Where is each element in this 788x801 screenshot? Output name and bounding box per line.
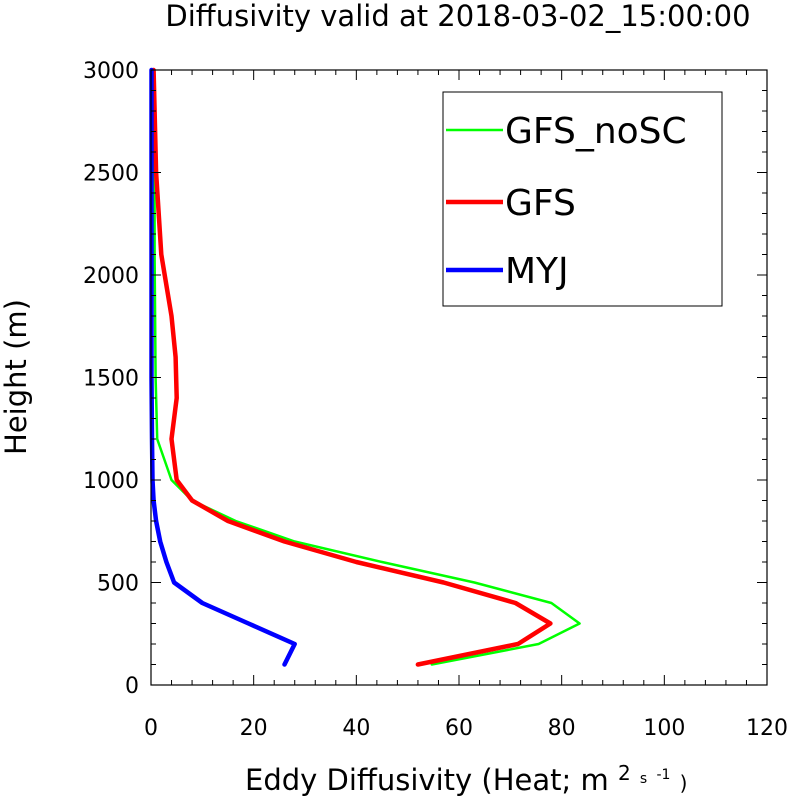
legend-label: MYJ [505, 251, 569, 292]
tick-label-layer: 0 20 40 60 80 100 120 0 500 1000 1500 2000 2500 3000 [83, 59, 788, 741]
series-line-myj [149, 67, 297, 667]
x-tick-label: 60 [445, 716, 473, 741]
y-tick-label: 3000 [83, 59, 139, 84]
y-tick-label: 1500 [83, 367, 139, 392]
legend-label: GFS_noSC [505, 111, 687, 152]
y-tick-label: 0 [125, 674, 139, 699]
x-tick-label: 0 [144, 716, 158, 741]
x-axis-label-sup2: -1 [656, 767, 670, 783]
y-tick-label: 1000 [83, 469, 139, 494]
legend: GFS_noSC GFS MYJ [442, 91, 723, 307]
tick-layer [150, 69, 768, 686]
x-tick-label: 20 [240, 716, 268, 741]
series-line-gfs [151, 67, 553, 667]
x-tick-label: 100 [643, 716, 685, 741]
legend-items: GFS_noSC GFS MYJ [446, 111, 687, 292]
y-tick-label: 500 [97, 572, 139, 597]
y-tick-label: 2500 [83, 162, 139, 187]
x-axis-label-s: s [640, 771, 647, 787]
x-axis-label-sup: 2 [618, 761, 631, 785]
x-tick-label: 120 [746, 716, 788, 741]
x-axis-label-close: ) [680, 771, 688, 795]
x-axis-label-main: Eddy Diffusivity (Heat; m [245, 763, 609, 797]
x-axis-label: Eddy Diffusivity (Heat; m 2 s -1 ) [245, 752, 687, 797]
y-axis-label: Height (m) [0, 299, 33, 455]
legend-label: GFS [505, 183, 576, 224]
x-tick-label: 40 [342, 716, 370, 741]
x-tick-label: 80 [548, 716, 576, 741]
chart-title: Diffusivity valid at 2018-03-02_15:00:00 [165, 0, 750, 33]
y-tick-label: 2000 [83, 264, 139, 289]
